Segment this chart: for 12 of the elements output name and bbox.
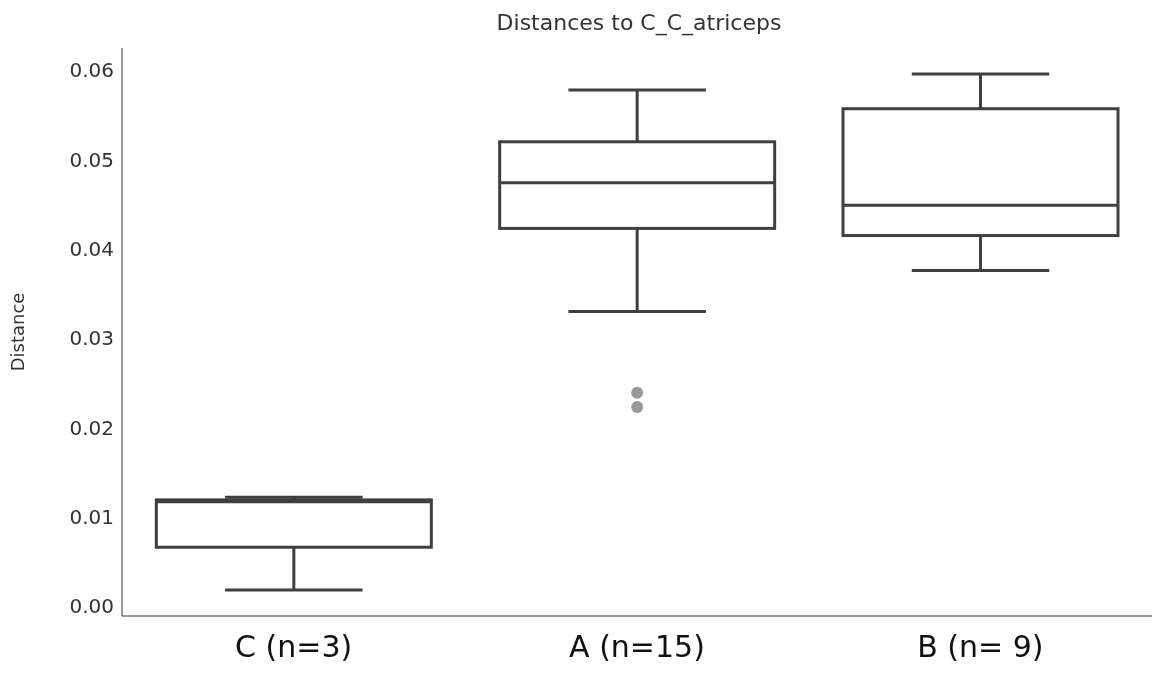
y-tick-label: 0.02 [69,415,114,440]
y-tick-label: 0.06 [69,58,114,83]
chart-title: Distances to C_C_atriceps [495,10,783,35]
y-tick-label: 0.01 [69,504,114,529]
y-tick-label: 0.05 [69,147,114,172]
x-tick-label: B (n= 9) [917,629,1044,665]
y-axis-title: Distance [7,292,29,372]
x-tick-label: A (n=15) [569,629,705,665]
x-tick-label: C (n=3) [235,629,353,665]
y-tick-label: 0.00 [69,594,114,619]
y-tick-label: 0.03 [69,326,114,351]
y-tick-label: 0.04 [69,237,114,262]
